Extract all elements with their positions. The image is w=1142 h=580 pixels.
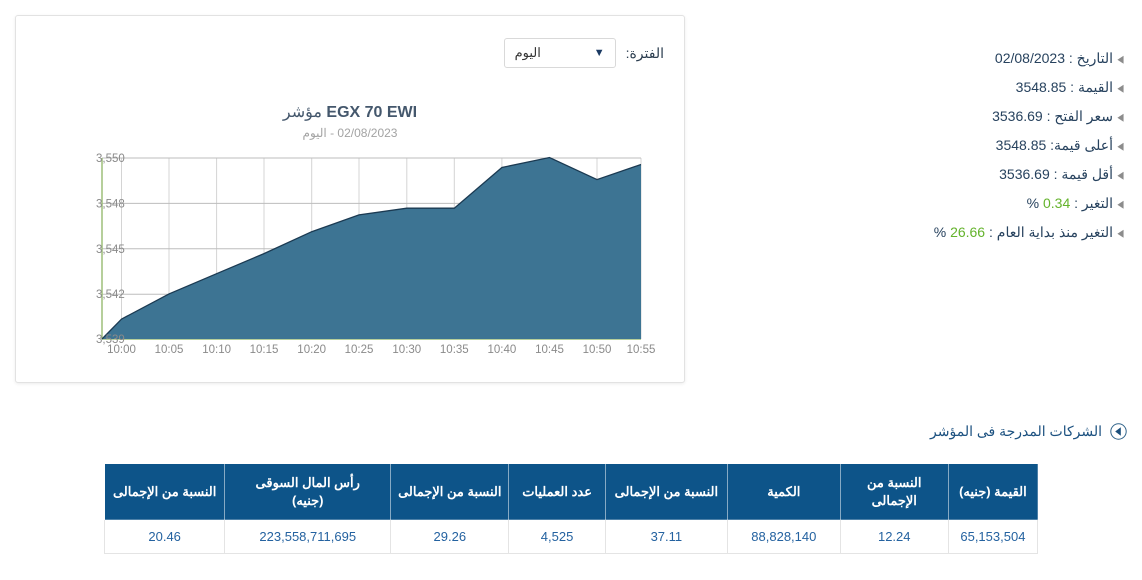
svg-text:10:50: 10:50 xyxy=(583,344,612,356)
svg-text:10:35: 10:35 xyxy=(440,344,469,356)
svg-text:3,545: 3,545 xyxy=(96,244,125,256)
svg-text:10:25: 10:25 xyxy=(345,344,374,356)
svg-text:10:00: 10:00 xyxy=(107,344,136,356)
svg-text:10:05: 10:05 xyxy=(155,344,184,356)
svg-text:10:55: 10:55 xyxy=(627,344,656,356)
svg-text:10:15: 10:15 xyxy=(250,344,279,356)
svg-text:10:40: 10:40 xyxy=(488,344,517,356)
svg-text:10:30: 10:30 xyxy=(392,344,421,356)
svg-text:10:20: 10:20 xyxy=(297,344,326,356)
svg-text:3,548: 3,548 xyxy=(96,198,125,210)
svg-text:10:45: 10:45 xyxy=(535,344,564,356)
svg-text:3,550: 3,550 xyxy=(96,153,125,165)
svg-text:3,542: 3,542 xyxy=(96,289,125,301)
svg-text:10:10: 10:10 xyxy=(202,344,231,356)
